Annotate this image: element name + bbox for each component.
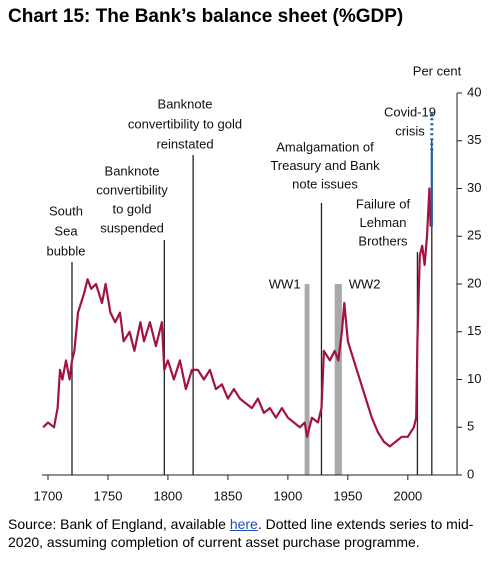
annotation-text: Sea (54, 223, 78, 238)
source-link[interactable]: here (229, 516, 258, 532)
x-tick-label: 2000 (393, 488, 422, 503)
source-text: Source: Bank of England, available (8, 516, 230, 532)
y-tick-label: 5 (467, 419, 474, 434)
x-tick-label: 1950 (333, 488, 362, 503)
data-line (42, 187, 432, 448)
x-tick-label: 1800 (153, 488, 182, 503)
source-text: . Dotted line extends series to mid-2020… (8, 516, 474, 550)
annotation-text: reinstated (156, 136, 213, 151)
annotation-text: Banknote (105, 163, 160, 178)
x-tick-label: 1700 (34, 488, 63, 503)
annotation-text: Amalgamation of (276, 139, 374, 154)
annotation-text: convertibility to gold (128, 116, 242, 131)
y-tick-label: 20 (467, 275, 481, 290)
y-tick-label: 25 (467, 228, 481, 243)
y-axis-label: Per cent (413, 63, 462, 78)
source-note: Source: Bank of England, available here.… (8, 515, 493, 551)
annotation-text: convertibility (96, 182, 168, 197)
x-tick-label: 1850 (213, 488, 242, 503)
annotation-text: suspended (100, 220, 164, 235)
y-tick-label: 15 (467, 323, 481, 338)
shaded-period (304, 284, 310, 475)
annotation-text: to gold (112, 201, 151, 216)
shaded-label: WW2 (349, 276, 381, 291)
annotation-text: note issues (292, 176, 358, 191)
x-tick-label: 1750 (94, 488, 123, 503)
annotation-text: Banknote (158, 96, 213, 111)
annotation-text: Covid-19 (384, 104, 436, 119)
chart: WW1 WW2 South Sea bubble Banknote convertibili… (34, 63, 482, 503)
y-tick-label: 35 (467, 132, 481, 147)
shaded-period (334, 284, 342, 475)
annotation-text: Failure of (356, 196, 411, 211)
y-tick-label: 10 (467, 371, 481, 386)
annotation-text: Lehman (360, 215, 407, 230)
annotation-text: Brothers (358, 233, 408, 248)
y-tick-label: 30 (467, 180, 481, 195)
chart-title: Chart 15: The Bank’s balance sheet (%GDP… (8, 6, 404, 27)
y-tick-label: 0 (467, 466, 474, 481)
annotation-text: bubble (46, 243, 85, 258)
annotation-text: crisis (395, 123, 425, 138)
y-tick-label: 40 (467, 84, 481, 99)
x-tick-label: 1900 (273, 488, 302, 503)
annotation-text: South (49, 203, 83, 218)
annotation-text: Treasury and Bank (270, 158, 380, 173)
shaded-label: WW1 (269, 276, 301, 291)
